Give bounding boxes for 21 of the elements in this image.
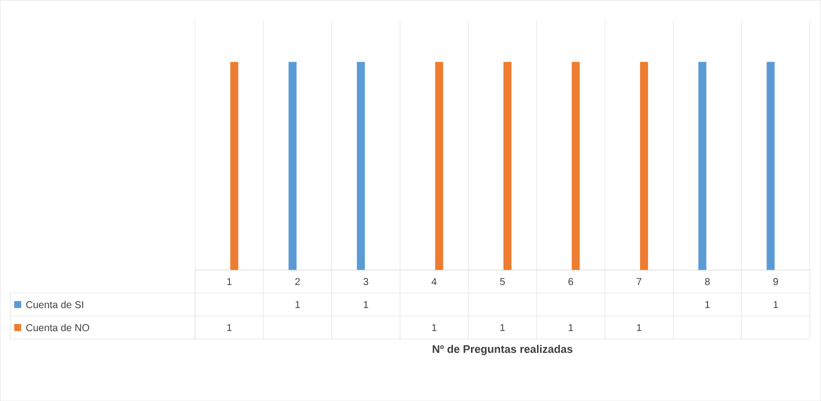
x-tick-label: 7 xyxy=(636,278,642,285)
data-label: 1 xyxy=(500,324,505,331)
x-tick-label: 8 xyxy=(705,278,710,285)
x-tick-label: 2 xyxy=(295,278,300,285)
legend-label: Cuenta de SI xyxy=(26,300,84,308)
text: Nº de Preguntas realizadas xyxy=(432,344,572,356)
legend-label: Cuenta de NO xyxy=(26,324,90,332)
x-tick-label: 9 xyxy=(773,278,778,285)
data-label: 1 xyxy=(227,324,232,331)
x-tick-label: 5 xyxy=(500,278,505,285)
data-label: 1 xyxy=(568,324,574,331)
data-label: 1 xyxy=(705,301,710,308)
data-label: 1 xyxy=(364,301,368,308)
data-label: 1 xyxy=(296,301,300,308)
x-tick-label: 6 xyxy=(568,278,574,285)
x-tick-label: 3 xyxy=(363,278,368,285)
data-label: 1 xyxy=(432,324,436,331)
x-tick-label: 1 xyxy=(227,278,232,285)
data-label: 1 xyxy=(637,324,642,331)
data-label: 1 xyxy=(774,301,778,308)
x-tick-label: 4 xyxy=(432,278,437,285)
